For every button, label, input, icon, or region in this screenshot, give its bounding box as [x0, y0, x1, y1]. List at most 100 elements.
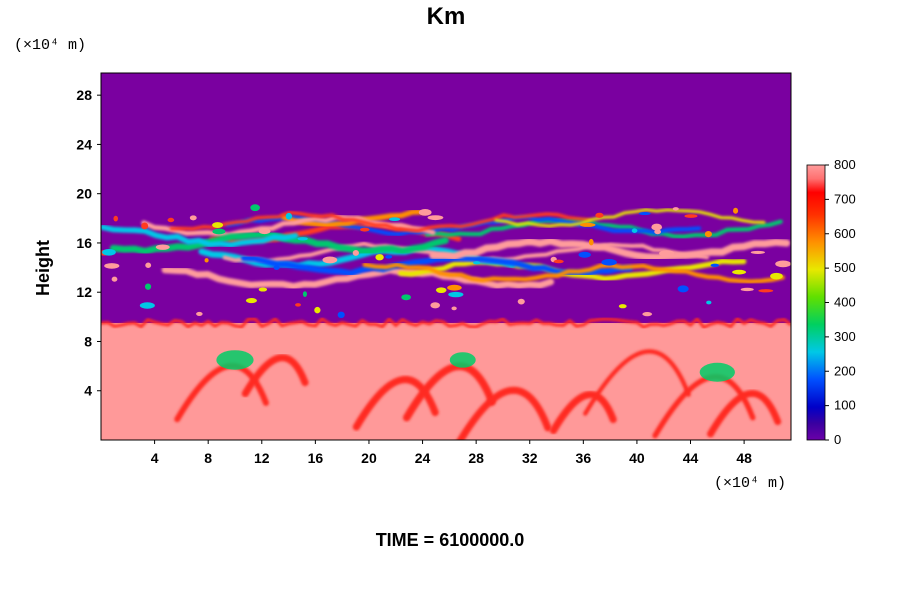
turbulent-blob [601, 259, 617, 266]
plot-frame [100, 72, 792, 441]
x-tick-label: 24 [415, 450, 431, 466]
eddy-core [699, 362, 735, 382]
turbulent-blob [677, 285, 689, 293]
y-tick-label: 28 [76, 87, 92, 103]
turbulent-streak [169, 210, 592, 233]
turbulent-blob [104, 263, 120, 269]
y-tick-label: 24 [76, 136, 92, 152]
turbulent-blob [706, 300, 712, 305]
turbulent-blob [401, 294, 411, 301]
y-axis-label: Height [33, 240, 53, 296]
colorbar-tick-label: 400 [834, 295, 856, 310]
turbulent-blob [111, 276, 118, 282]
turbulent-blob [360, 227, 370, 232]
colorbar-tick-label: 700 [834, 191, 856, 206]
turbulent-blob [579, 222, 596, 227]
turbulent-blob [710, 263, 720, 267]
colorbar-tick-label: 300 [834, 329, 856, 344]
turbulent-streak [424, 217, 783, 239]
turbulent-streak [161, 266, 555, 290]
turbulent-blob [473, 261, 481, 265]
turbulent-blob [451, 306, 457, 311]
turbulent-blob [430, 302, 441, 309]
turbulent-blob [435, 287, 447, 294]
turbulent-blob [295, 303, 301, 307]
turbulent-blob [189, 215, 197, 221]
turbulent-blob [750, 250, 765, 254]
turbulent-streak [280, 209, 426, 228]
turbulent-blob [196, 311, 203, 316]
x-tick-label: 48 [736, 450, 752, 466]
turbulent-blob [314, 306, 321, 314]
turbulent-blob [352, 249, 360, 256]
turbulent-blob [167, 217, 175, 223]
y-tick-label: 16 [76, 235, 92, 251]
eddy-streak [456, 386, 552, 440]
eddy-streak [241, 354, 309, 398]
turbulent-blob [141, 222, 149, 230]
x-tick-label: 32 [522, 450, 538, 466]
colorbar-ticks: 0 100 200 300 400 500 600 700 800 [825, 157, 856, 447]
eddy-streak [549, 391, 617, 435]
x-tick-label: 40 [629, 450, 645, 466]
x-tick-label: 8 [204, 450, 212, 466]
eddy-streak [707, 390, 782, 438]
time-label: TIME = 6100000.0 [375, 530, 525, 550]
eddy-core [216, 350, 254, 370]
y-axis-ticks: 4 8 12 16 20 24 28 [76, 87, 101, 399]
turbulent-blob [740, 287, 754, 292]
turbulent-blob [448, 291, 464, 298]
turbulent-blob [631, 228, 638, 233]
turbulent-blob [375, 254, 384, 261]
eddy-streak [402, 362, 496, 422]
turbulent-blob [337, 311, 345, 319]
turbulent-blob [258, 228, 271, 235]
turbulent-blob [578, 251, 591, 258]
lower-turbulent-region [101, 323, 791, 440]
turbulent-blob [102, 248, 116, 256]
x-tick-label: 16 [308, 450, 324, 466]
turbulent-blob [595, 212, 604, 218]
turbulent-blob [588, 238, 594, 246]
turbulent-streak [101, 224, 299, 248]
turbulent-blob [654, 229, 662, 235]
turbulent-blob [447, 284, 462, 291]
y-tick-label: 20 [76, 186, 92, 202]
x-axis-ticks: 4 8 12 16 20 24 28 32 36 40 44 48 [151, 440, 752, 466]
turbulent-blob [273, 265, 280, 270]
turbulent-blob [642, 312, 653, 317]
turbulent-blob [758, 289, 774, 293]
x-tick-label: 12 [254, 450, 270, 466]
turbulent-blob [732, 269, 747, 275]
turbulent-blob [144, 283, 152, 290]
turbulent-blob [388, 217, 401, 221]
colorbar-tick-label: 800 [834, 157, 856, 172]
turbulent-blob [418, 208, 432, 216]
turbulent-blob [651, 223, 663, 231]
turbulent-blob [145, 262, 152, 268]
turbulent-blob [672, 207, 679, 211]
turbulent-blob [155, 244, 170, 250]
turbulent-blob [775, 260, 791, 268]
y-unit-label: (×10⁴ m) [14, 37, 86, 54]
turbulent-blob [322, 256, 338, 264]
turbulent-blob [638, 212, 651, 216]
y-tick-label: 4 [84, 383, 92, 399]
turbulent-blob [684, 214, 698, 218]
turbulent-blob [212, 228, 226, 235]
turbulent-blob [285, 212, 293, 220]
turbulent-blob [385, 254, 393, 259]
x-tick-label: 4 [151, 450, 159, 466]
turbulent-streak [494, 208, 766, 228]
eddy-core [449, 352, 476, 368]
x-unit-label: (×10⁴ m) [714, 475, 786, 492]
turbulent-blob [212, 222, 224, 228]
turbulent-blob [250, 204, 260, 212]
turbulent-blob [659, 250, 675, 257]
colorbar [806, 164, 826, 441]
turbulent-blob [427, 215, 444, 221]
turbulent-blob [258, 287, 268, 292]
x-tick-label: 20 [361, 450, 377, 466]
turbulent-streak [362, 262, 785, 284]
